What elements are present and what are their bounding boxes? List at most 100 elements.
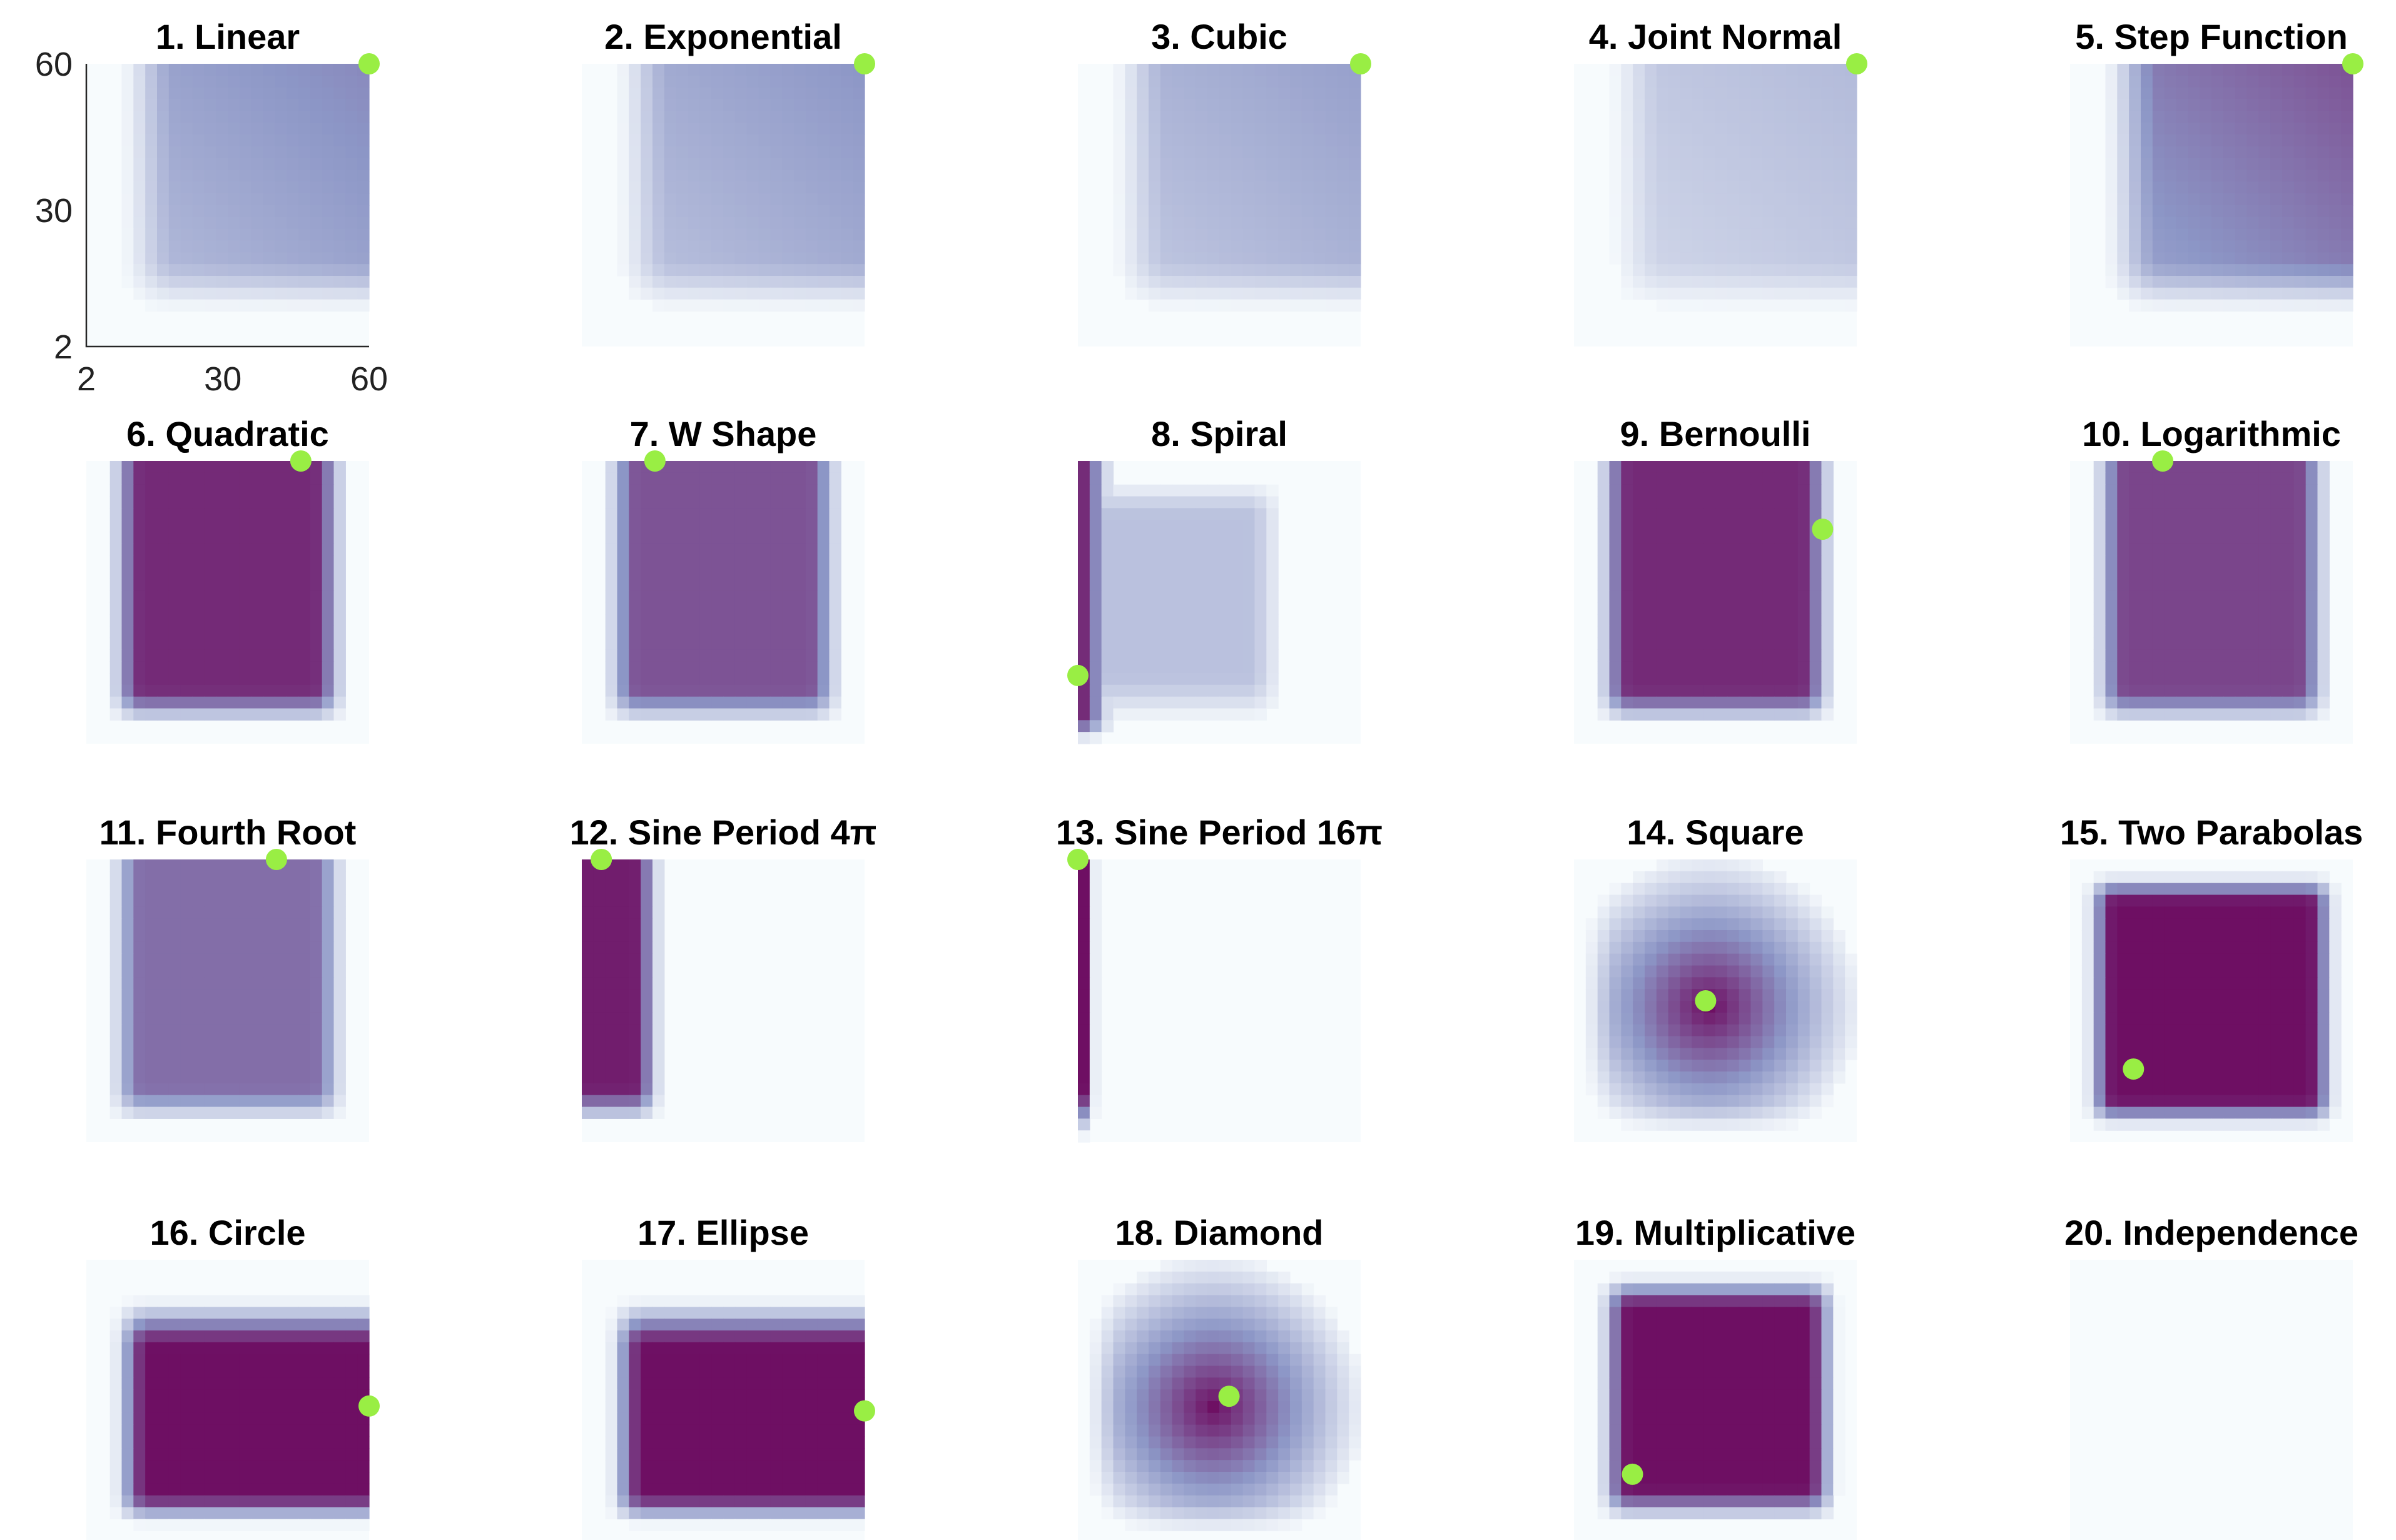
heatmap-cell	[228, 894, 240, 907]
heatmap-cell	[1645, 532, 1657, 544]
heatmap-cell	[2105, 626, 2118, 639]
heatmap-cell	[605, 461, 618, 474]
heatmap-cell	[228, 977, 240, 990]
heatmap-cell	[2282, 555, 2295, 568]
heatmap-cell	[1668, 484, 1681, 497]
heatmap-cell	[641, 918, 653, 931]
heatmap-cell	[1137, 614, 1149, 627]
heatmap-cell	[605, 614, 618, 627]
heatmap-cell	[287, 637, 299, 650]
heatmap-cell	[817, 602, 830, 615]
heatmap-cell	[2282, 240, 2295, 253]
heatmap-cell	[1621, 484, 1633, 497]
heatmap-cell	[357, 205, 370, 218]
heatmap-cell	[734, 484, 748, 497]
heatmap-cell	[1833, 299, 1845, 312]
heatmap-cell	[228, 252, 240, 265]
heatmap-cell	[1739, 216, 1752, 230]
heatmap-cell	[1715, 228, 1728, 241]
heatmap-cell	[1668, 240, 1681, 253]
heatmap-cell	[688, 216, 700, 230]
heatmap-cell	[1207, 158, 1220, 171]
heatmap-cell	[1739, 240, 1752, 253]
heatmap-cell	[1349, 216, 1361, 230]
heatmap-cell	[1137, 111, 1149, 123]
heatmap-cell	[1242, 299, 1256, 312]
heatmap-cell	[829, 123, 841, 135]
heatmap-cell	[121, 134, 134, 147]
heatmap-cell	[239, 883, 252, 896]
heatmap-cell	[688, 472, 700, 485]
heatmap-cell	[287, 894, 299, 907]
heatmap-cell	[1125, 146, 1137, 159]
heatmap-cell	[1254, 158, 1267, 171]
heatmap-cell	[251, 626, 264, 639]
heatmap-cell	[2305, 181, 2318, 194]
heatmap-cell	[1078, 614, 1090, 627]
heatmap-cell	[734, 472, 748, 485]
heatmap-cell	[629, 170, 641, 182]
heatmap-cell	[1290, 158, 1302, 171]
heatmap-cell	[1195, 637, 1208, 650]
heatmap-cell	[310, 930, 323, 943]
heatmap-cell	[168, 134, 181, 147]
heatmap-cell	[1089, 965, 1102, 978]
heatmap-cell	[1809, 496, 1822, 509]
heatmap-cell	[204, 871, 216, 884]
heatmap-cell	[1101, 661, 1114, 674]
heatmap-cell	[1645, 75, 1657, 88]
heatmap-cell	[617, 111, 629, 123]
heatmap-cell	[1113, 590, 1125, 603]
heatmap-cell	[2235, 484, 2248, 497]
heatmap-cell	[216, 696, 228, 709]
heatmap-cell	[1125, 543, 1137, 556]
heatmap-cell	[1809, 590, 1822, 603]
heatmap-cell	[263, 264, 275, 276]
heatmap-cell	[617, 673, 629, 686]
heatmap-cell	[228, 614, 240, 627]
heatmap-cell	[829, 287, 841, 300]
heatmap-cell	[723, 205, 736, 218]
heatmap-cell	[699, 181, 712, 194]
heatmap-cell	[1207, 567, 1220, 579]
heatmap-cell	[1349, 158, 1361, 171]
heatmap-cell	[794, 602, 806, 615]
heatmap-cell	[168, 193, 181, 206]
heatmap-cell	[1821, 264, 1834, 276]
heatmap-cell	[758, 228, 771, 241]
heatmap-cell	[2235, 637, 2248, 650]
heatmap-cell	[310, 264, 323, 276]
heatmap-cell	[1172, 287, 1185, 300]
heatmap-cell	[1797, 75, 1810, 88]
heatmap-cell	[1172, 661, 1185, 674]
heatmap-cell	[2282, 146, 2295, 159]
heatmap-cell	[216, 1060, 228, 1072]
heatmap-cell	[2129, 472, 2141, 485]
heatmap-cell	[121, 661, 134, 674]
heatmap-cell	[298, 543, 311, 556]
heatmap-cell	[593, 953, 606, 966]
heatmap-cell	[2246, 661, 2259, 674]
heatmap-cell	[2105, 75, 2118, 88]
heatmap-cell	[2270, 146, 2283, 159]
heatmap-cell	[1680, 111, 1692, 123]
heatmap-cell	[1137, 99, 1149, 111]
heatmap-cell	[2258, 252, 2271, 265]
heatmap-cell	[109, 1083, 123, 1096]
heatmap-cell	[1692, 158, 1704, 171]
heatmap-cell	[582, 953, 594, 966]
heatmap-cell	[829, 508, 841, 520]
heatmap-cell	[310, 555, 323, 568]
heatmap-cell	[1172, 590, 1185, 603]
heatmap-cell	[322, 977, 335, 990]
heatmap-cell	[157, 170, 170, 182]
heatmap-cell	[770, 661, 783, 674]
heatmap-cell	[652, 626, 665, 639]
heatmap-cell	[1089, 614, 1102, 627]
heatmap-cell	[1597, 555, 1610, 568]
heatmap-cell	[157, 87, 170, 100]
heatmap-cell	[1715, 134, 1728, 147]
heatmap-cell	[251, 977, 264, 990]
heatmap-cell	[192, 99, 205, 111]
heatmap-cell	[1692, 567, 1704, 579]
